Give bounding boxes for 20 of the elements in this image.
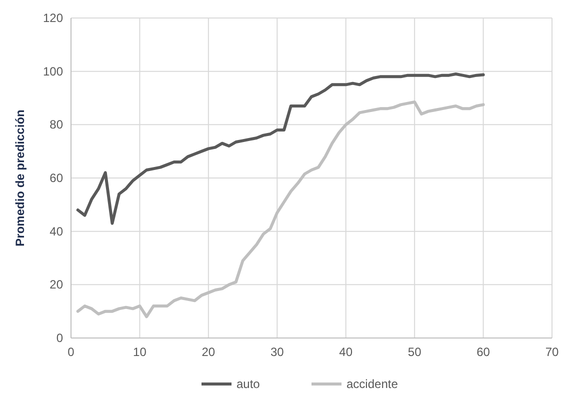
x-tick-label: 20 <box>202 345 216 359</box>
legend-label: accidente <box>346 377 398 391</box>
y-tick-label: 60 <box>50 171 64 185</box>
y-tick-label: 120 <box>42 11 64 25</box>
line-series <box>76 100 485 318</box>
x-tick-label: 30 <box>270 345 284 359</box>
y-axis-title: Promedio de predicción <box>13 110 27 246</box>
x-tick-label: 70 <box>545 345 559 359</box>
y-tick-label: 80 <box>50 118 64 132</box>
line-series <box>76 72 485 225</box>
y-tick-label: 20 <box>50 278 64 292</box>
x-tick-label: 0 <box>68 345 75 359</box>
x-tick-label: 50 <box>408 345 422 359</box>
legend-label: auto <box>236 377 260 391</box>
y-tick-label: 40 <box>50 224 64 238</box>
x-tick-label: 60 <box>476 345 490 359</box>
y-tick-label: 0 <box>56 331 64 345</box>
x-tick-label: 10 <box>133 345 147 359</box>
x-tick-label: 40 <box>339 345 353 359</box>
y-tick-label: 100 <box>42 64 64 78</box>
